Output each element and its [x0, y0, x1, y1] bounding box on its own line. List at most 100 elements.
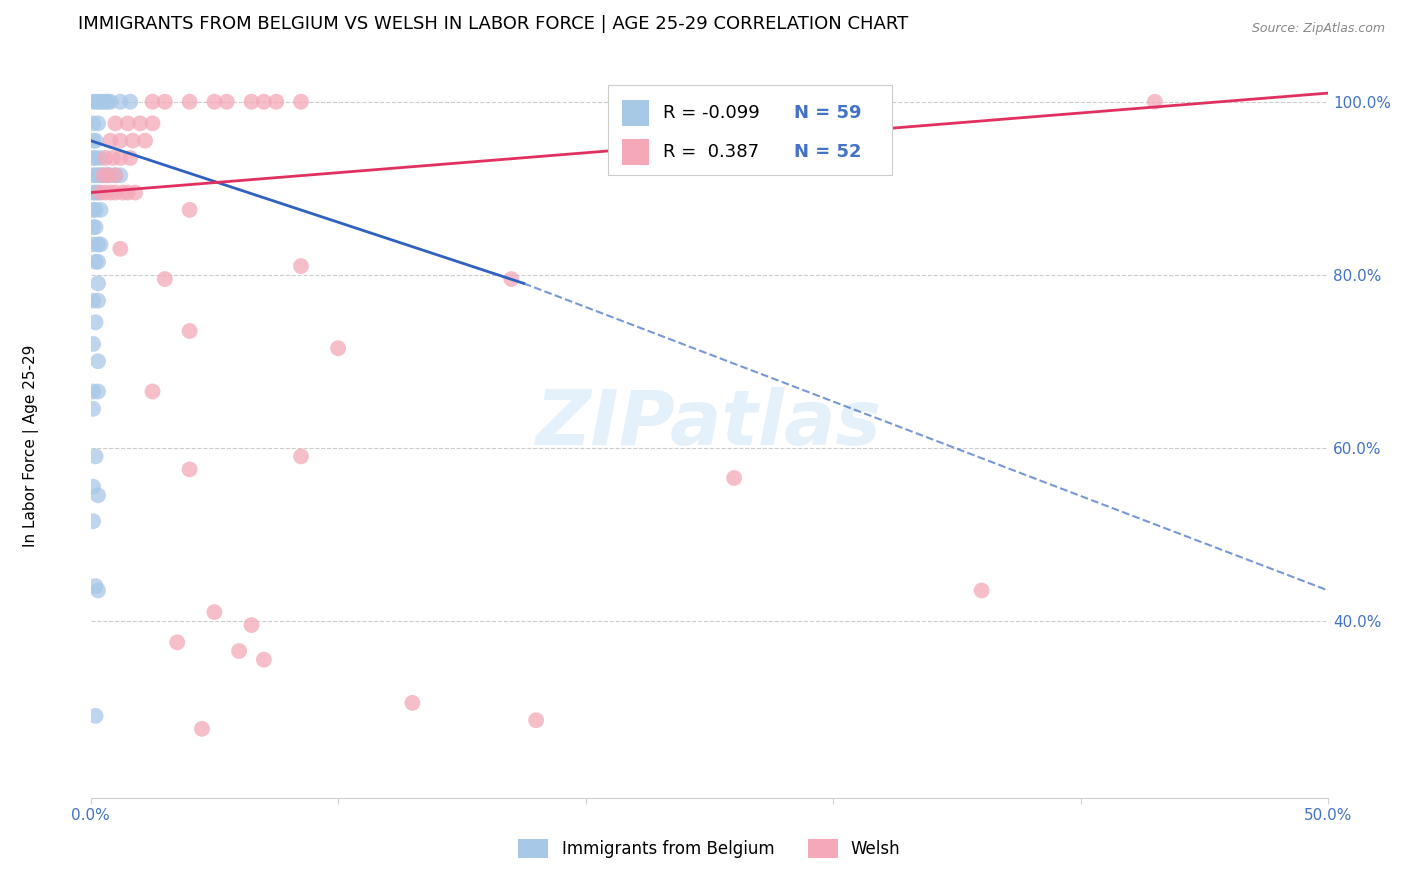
Point — [202, 95, 225, 109]
Point — [134, 134, 156, 148]
Point — [110, 95, 132, 109]
Point — [89, 168, 111, 182]
Point — [94, 186, 117, 200]
Point — [87, 95, 110, 109]
Point — [82, 134, 104, 148]
Point — [501, 272, 523, 286]
Point — [87, 237, 110, 252]
Text: IMMIGRANTS FROM BELGIUM VS WELSH IN LABOR FORCE | AGE 25-29 CORRELATION CHART: IMMIGRANTS FROM BELGIUM VS WELSH IN LABO… — [79, 15, 908, 33]
Point — [100, 95, 122, 109]
Point — [87, 186, 110, 200]
Point — [290, 259, 312, 273]
Point — [84, 168, 107, 182]
Point — [104, 168, 127, 182]
Point — [117, 186, 139, 200]
FancyBboxPatch shape — [621, 100, 650, 126]
Point — [524, 713, 547, 727]
Point — [94, 168, 117, 182]
Point — [82, 116, 104, 130]
Point — [84, 202, 107, 217]
Point — [87, 277, 110, 291]
Point — [120, 151, 142, 165]
Point — [723, 471, 745, 485]
Point — [84, 315, 107, 329]
Point — [110, 242, 132, 256]
Point — [94, 95, 117, 109]
Point — [84, 151, 107, 165]
Point — [253, 653, 276, 667]
Point — [82, 151, 104, 165]
Point — [153, 95, 176, 109]
Point — [87, 293, 110, 308]
Point — [82, 401, 104, 416]
Point — [89, 95, 111, 109]
FancyBboxPatch shape — [621, 139, 650, 165]
Point — [141, 95, 163, 109]
Point — [240, 618, 263, 632]
Point — [87, 116, 110, 130]
Point — [84, 95, 107, 109]
Point — [87, 168, 110, 182]
Point — [91, 168, 114, 182]
Point — [179, 324, 201, 338]
Point — [179, 95, 201, 109]
Point — [117, 116, 139, 130]
Point — [84, 220, 107, 235]
Point — [87, 488, 110, 502]
Text: N = 59: N = 59 — [794, 104, 862, 122]
Text: Source: ZipAtlas.com: Source: ZipAtlas.com — [1251, 22, 1385, 36]
Point — [970, 583, 993, 598]
Point — [141, 116, 163, 130]
FancyBboxPatch shape — [607, 86, 891, 175]
Point — [82, 186, 104, 200]
Point — [87, 583, 110, 598]
Point — [100, 168, 122, 182]
Point — [1143, 95, 1166, 109]
Point — [240, 95, 263, 109]
Point — [264, 95, 287, 109]
Point — [202, 605, 225, 619]
Point — [121, 134, 143, 148]
Point — [401, 696, 423, 710]
Point — [110, 168, 132, 182]
Point — [84, 709, 107, 723]
Point — [141, 384, 163, 399]
Point — [104, 116, 127, 130]
Point — [87, 354, 110, 368]
Point — [82, 293, 104, 308]
Point — [84, 186, 107, 200]
Point — [82, 168, 104, 182]
Point — [82, 237, 104, 252]
Point — [111, 186, 134, 200]
Text: ZIPatlas: ZIPatlas — [536, 387, 883, 461]
Point — [290, 450, 312, 464]
Point — [179, 202, 201, 217]
Point — [101, 151, 124, 165]
Text: R =  0.387: R = 0.387 — [664, 143, 759, 161]
Point — [97, 168, 120, 182]
Point — [104, 186, 127, 200]
Point — [84, 450, 107, 464]
Point — [82, 514, 104, 528]
Point — [110, 151, 132, 165]
Point — [215, 95, 238, 109]
Point — [84, 134, 107, 148]
Point — [82, 384, 104, 399]
Point — [97, 168, 120, 182]
Point — [120, 95, 142, 109]
Point — [91, 95, 114, 109]
Point — [166, 635, 188, 649]
Point — [89, 151, 111, 165]
Point — [94, 151, 117, 165]
Point — [89, 237, 111, 252]
Text: R = -0.099: R = -0.099 — [664, 104, 761, 122]
Point — [87, 254, 110, 268]
Point — [84, 254, 107, 268]
Point — [100, 134, 122, 148]
Point — [82, 220, 104, 235]
Point — [124, 186, 146, 200]
Point — [191, 722, 214, 736]
Point — [290, 95, 312, 109]
Point — [748, 95, 770, 109]
Point — [82, 480, 104, 494]
